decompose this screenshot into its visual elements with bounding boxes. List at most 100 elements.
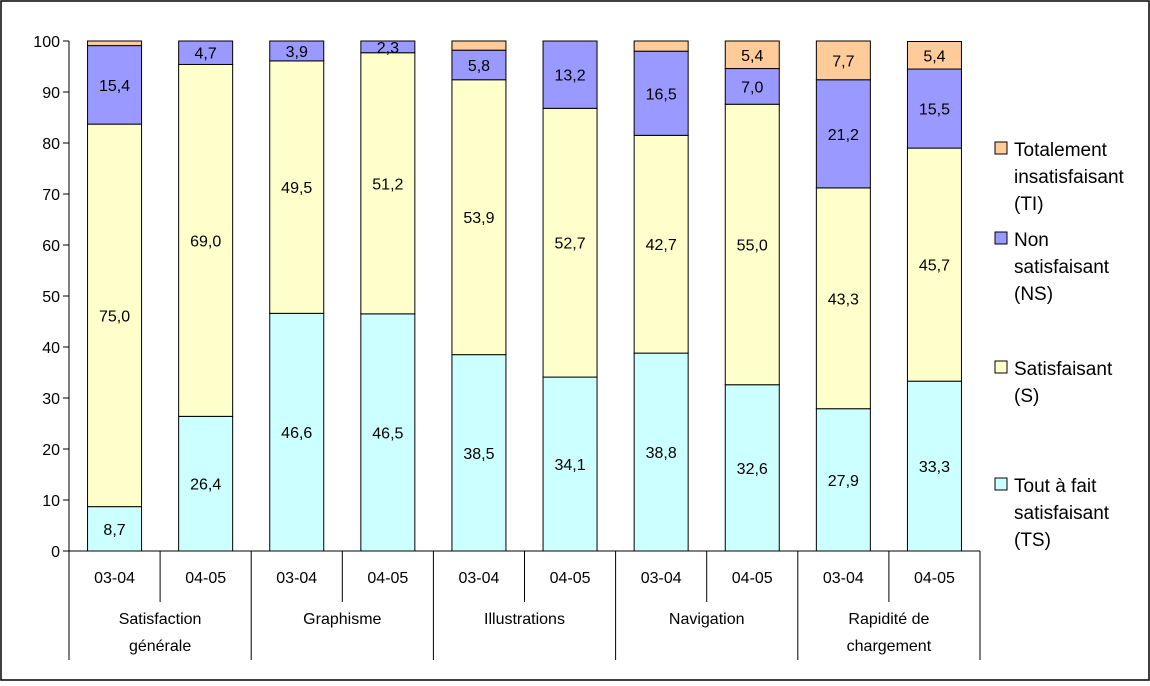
x-group-label: générale [129,638,191,655]
y-tick-label: 70 [42,187,60,204]
data-label-ns: 2,3 [377,40,399,57]
bar-segment-ti [451,40,507,51]
y-tick-label: 80 [42,136,60,153]
y-tick-label: 20 [42,442,60,459]
data-label-ts: 38,8 [646,445,677,462]
legend-label-ts: Tout à fait [1014,476,1097,497]
x-group-label: Graphisme [303,611,381,628]
bar-segment-ts [178,415,234,552]
legend-label-ns: (NS) [1014,284,1053,305]
data-label-ts: 33,3 [919,459,950,476]
data-label-ns: 16,5 [646,86,677,103]
bar-segment-ns [542,40,598,109]
data-label-ti: 5,4 [923,48,945,65]
bar-segment-ts [542,376,598,552]
data-label-s: 75,0 [99,308,130,325]
data-label-ts: 27,9 [828,473,859,490]
bar-segment-s [633,134,689,354]
data-label-s: 53,9 [463,210,494,227]
bar-segment-ts [633,352,689,552]
data-label-ns: 15,5 [919,102,950,119]
legend-label-ti: insatisfaisant [1014,167,1125,188]
y-tick-label: 40 [42,340,60,357]
legend-label-ti: (TI) [1014,194,1044,215]
data-label-ns: 15,4 [99,78,130,95]
legend-label-ns: satisfaisant [1014,257,1110,278]
bar-segment-s [724,103,780,386]
x-period-label: 04-05 [185,570,226,587]
bar-segment-s [451,79,507,356]
legend-swatch-ns [994,231,1008,245]
data-label-ts: 34,1 [554,457,585,474]
x-period-label: 03-04 [458,570,499,587]
bar-segment-ti [724,40,780,70]
data-label-ts: 8,7 [103,522,125,539]
x-period-label: 03-04 [823,570,864,587]
legend-label-s: Satisfaisant [1014,359,1113,380]
legend-label-s: (S) [1014,386,1039,407]
y-tick-label: 10 [42,493,60,510]
y-tick-label: 50 [42,289,60,306]
legend-swatch-ti [994,141,1008,155]
x-group-label: Satisfaction [119,611,202,628]
bar-segment-ns [178,40,234,65]
data-label-s: 49,5 [281,180,312,197]
bar-segment-ns [724,68,780,105]
data-label-ts: 46,6 [281,425,312,442]
x-period-label: 03-04 [641,570,682,587]
data-label-s: 43,3 [828,291,859,308]
x-group-label: Rapidité de [848,611,929,628]
bar-segment-s [906,147,962,382]
bar-segment-ti [906,41,962,70]
bar-segment-ti [633,40,689,52]
bar-segment-ti [815,40,871,81]
data-label-s: 69,0 [190,233,221,250]
x-group-label: chargement [847,638,932,655]
x-period-label: 04-05 [550,570,591,587]
x-period-label: 04-05 [367,570,408,587]
bar-segment-s [542,107,598,378]
x-group-label: Illustrations [484,611,565,628]
bar-segment-s [815,187,871,410]
data-label-s: 52,7 [554,236,585,253]
legend-label-ts: satisfaisant [1014,503,1110,524]
data-label-ns: 21,2 [828,127,859,144]
y-tick-label: 90 [42,85,60,102]
data-label-ns: 13,2 [554,68,585,85]
bar-segment-s [87,123,143,508]
bars-layer: 8,7 75,0 15,4 26,4 69,0 4,7 46,6 49,5 3,9 46,5 51,… [87,40,962,552]
bar-segment-ns [815,79,871,189]
legend: Totalement insatisfaisant (TI) Non satisfais… [994,140,1125,551]
data-label-s: 42,7 [646,237,677,254]
axis-layer: 0 10 20 30 40 50 60 70 80 90 100 03-04 04-05 Satisfac… [33,34,981,660]
data-label-s: 51,2 [372,176,403,193]
bar-segment-s [178,63,234,417]
data-label-ns: 5,8 [468,58,490,75]
legend-swatch-s [994,360,1008,374]
data-label-s: 55,0 [737,237,768,254]
legend-label-ts: (TS) [1014,530,1051,551]
bar-segment-ns [269,40,325,62]
x-group-label: Navigation [669,611,745,628]
bar-segment-ts [360,313,416,552]
legend-label-ti: Totalement [1014,140,1108,161]
y-tick-label: 0 [51,544,60,561]
y-tick-label: 100 [33,34,60,51]
bar-segment-ns [451,49,507,81]
bar-segment-ti [87,40,143,47]
data-label-ts: 32,6 [737,461,768,478]
x-period-label: 03-04 [276,570,317,587]
x-period-label: 04-05 [732,570,773,587]
data-label-ns: 4,7 [195,46,217,63]
bar-segment-ns [906,68,962,149]
legend-swatch-ts [994,477,1008,491]
y-tick-label: 30 [42,391,60,408]
legend-label-ns: Non [1014,230,1049,251]
x-period-label: 04-05 [914,570,955,587]
data-label-ti: 7,7 [832,53,854,70]
data-label-ts: 46,5 [372,425,403,442]
data-label-ns: 3,9 [286,44,308,61]
x-period-label: 03-04 [94,570,135,587]
bar-segment-ns [360,40,416,54]
